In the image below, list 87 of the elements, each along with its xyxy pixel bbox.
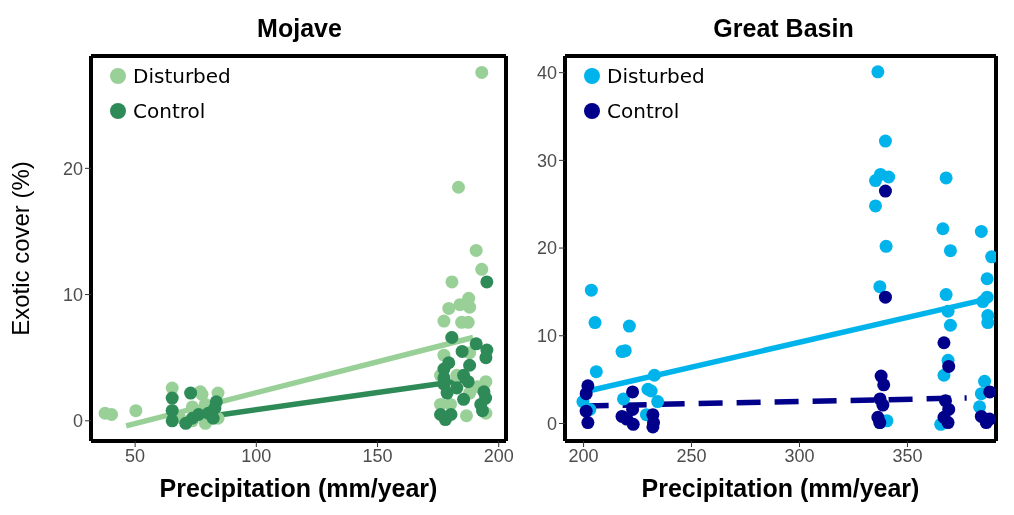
point (450, 381, 464, 395)
point (579, 404, 593, 418)
legend-label: Control (607, 98, 680, 123)
point (579, 387, 593, 401)
point (469, 337, 483, 351)
point (584, 283, 598, 297)
point (581, 416, 595, 430)
x-tick-label: 200 (483, 445, 514, 466)
point (444, 407, 458, 421)
point (455, 344, 469, 358)
point (475, 404, 489, 418)
point (480, 275, 494, 289)
point (879, 239, 893, 253)
legend-label: Control (133, 98, 206, 123)
point (978, 374, 992, 388)
point (976, 295, 990, 309)
point (878, 184, 892, 198)
point (457, 392, 471, 406)
point (129, 404, 143, 418)
x-axis-title: Precipitation (mm/year) (641, 474, 920, 502)
point (445, 275, 459, 289)
y-tick-label: 20 (62, 158, 83, 179)
point (461, 375, 475, 389)
point (937, 336, 951, 350)
chart-title: Great Basin (712, 13, 855, 44)
y-tick-label: 20 (536, 238, 557, 259)
legend-label: Disturbed (607, 63, 705, 88)
x-tick-label: 300 (784, 445, 815, 466)
point (463, 300, 477, 314)
point (588, 316, 602, 330)
y-tick-label: 10 (536, 326, 557, 347)
point (442, 301, 456, 315)
x-tick-label: 200 (568, 445, 599, 466)
point (943, 318, 957, 332)
point (451, 180, 465, 194)
point (939, 171, 953, 185)
point (437, 314, 451, 328)
x-tick-label: 50 (125, 445, 146, 466)
point (974, 224, 988, 238)
x-axis-title: Precipitation (mm/year) (159, 474, 438, 502)
point (469, 243, 483, 257)
point (936, 222, 950, 236)
point (626, 385, 640, 399)
point (942, 359, 956, 373)
point (459, 409, 473, 423)
point (943, 244, 957, 258)
x-tick-label: 150 (362, 445, 393, 466)
point (463, 358, 477, 372)
point (941, 416, 955, 430)
point (184, 386, 198, 400)
point (878, 290, 892, 304)
y-tick-label: 0 (546, 413, 557, 434)
point (882, 170, 896, 184)
x-tick-label: 350 (892, 445, 923, 466)
point (876, 398, 890, 412)
y-tick-label: 0 (72, 411, 83, 432)
legend-label: Disturbed (133, 63, 231, 88)
x-tick-label: 250 (676, 445, 707, 466)
y-tick-label: 10 (62, 284, 83, 305)
point (626, 417, 640, 431)
y-tick-label: 30 (536, 150, 557, 171)
point (622, 319, 636, 333)
point (647, 368, 661, 382)
point (939, 288, 953, 302)
point (873, 280, 887, 294)
chart-title: Mojave (256, 13, 343, 44)
x-tick-label: 100 (241, 445, 272, 466)
point (479, 351, 493, 365)
point (105, 407, 119, 421)
point (165, 414, 179, 428)
point (878, 134, 892, 148)
point (983, 385, 996, 399)
point (941, 304, 955, 318)
y-axis-title: Exotic cover (%) (6, 161, 34, 336)
point (651, 395, 665, 409)
point (877, 378, 891, 392)
point (475, 262, 489, 276)
y-tick-label: 40 (536, 63, 557, 84)
point (980, 272, 994, 286)
point (617, 392, 631, 406)
point (871, 65, 885, 79)
point (475, 65, 489, 79)
point (589, 365, 603, 379)
point (208, 401, 222, 415)
point (869, 199, 883, 213)
point (981, 316, 995, 330)
point (165, 391, 179, 405)
